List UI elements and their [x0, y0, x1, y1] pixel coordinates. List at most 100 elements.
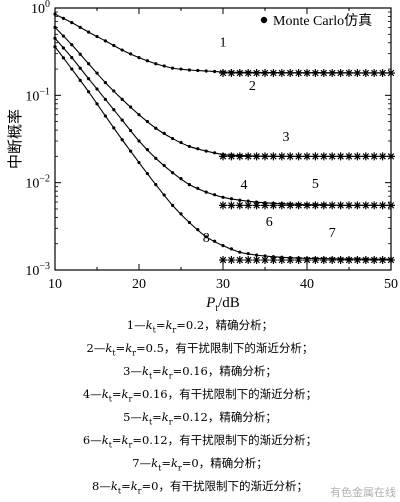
series-1-point	[213, 69, 217, 74]
series-3-point	[179, 140, 183, 145]
series-8-marker	[277, 256, 286, 265]
series-1-point	[154, 62, 158, 66]
series-8-marker	[361, 256, 370, 265]
series-4-marker	[336, 152, 345, 161]
series-7-point	[196, 228, 200, 232]
series-6-marker	[227, 201, 236, 210]
series-8-marker	[353, 256, 362, 265]
series-1-point	[204, 69, 208, 73]
series-7-point	[137, 160, 141, 165]
y-tick-label: 10−2	[25, 174, 50, 192]
series-4-marker	[277, 152, 286, 161]
series-7-point	[229, 247, 233, 251]
series-1-point	[61, 16, 65, 20]
series-8-marker	[378, 256, 387, 265]
series-4	[219, 152, 395, 161]
series-2-marker	[353, 69, 362, 78]
series-5-point	[137, 139, 141, 143]
series-3-point	[78, 52, 82, 56]
series-3-point	[145, 119, 149, 124]
series-6-marker	[261, 201, 269, 210]
series-4-marker	[361, 152, 370, 161]
series-6-marker	[269, 201, 278, 210]
series-6-marker	[328, 201, 337, 210]
series-5-point	[53, 36, 57, 40]
series-3-point	[196, 147, 200, 151]
y-tick-label: 10−3	[25, 261, 50, 279]
series-4-marker	[319, 152, 328, 161]
series-2-marker	[328, 69, 337, 78]
series-4-marker	[244, 152, 253, 161]
series-5-point	[145, 148, 149, 152]
series-5-point	[246, 199, 250, 203]
series-6-marker	[345, 201, 353, 210]
series-8-marker	[303, 256, 311, 265]
caption-line: 2—kt=kr=0.5，有干扰限制下的渐近分析；	[86, 341, 314, 358]
series-1-point	[53, 12, 57, 16]
series-7-point	[112, 126, 116, 130]
series-7-point	[221, 244, 225, 248]
curve-label: 7	[329, 226, 336, 241]
series-1-point	[196, 68, 200, 73]
series-8-marker	[219, 256, 227, 265]
series-8-marker	[227, 256, 236, 265]
series-2-marker	[286, 69, 295, 78]
series-4-marker	[378, 152, 387, 161]
series-6	[219, 201, 395, 210]
series-6-marker	[252, 201, 261, 210]
series-3-point	[120, 97, 124, 101]
series-7-point	[263, 254, 267, 258]
series-4-marker	[252, 152, 261, 161]
series-3-point	[187, 144, 191, 149]
series-7-point	[87, 90, 91, 94]
series-5-point	[112, 108, 116, 112]
series-5-point	[213, 193, 217, 197]
y-tick-label: 10−1	[25, 86, 50, 104]
curve-labels: 1 2 3 4 5 6 7 8	[203, 36, 336, 246]
series-5-point	[229, 197, 233, 201]
series-5-point	[129, 128, 133, 133]
series-1-point	[120, 48, 124, 52]
series-4-marker	[261, 152, 269, 161]
series-2	[219, 69, 395, 78]
curve-label: 6	[266, 215, 273, 230]
series-7-point	[246, 252, 250, 256]
series-2-marker	[244, 69, 253, 78]
axis-ticks: 10 20 30 40 50 100 10−1 10−2 10−3	[25, 0, 398, 292]
series-6-marker	[387, 201, 395, 210]
series-7-point	[213, 239, 217, 243]
series-1-point	[112, 43, 116, 48]
series-4-marker	[311, 152, 320, 161]
series-2-marker	[277, 69, 286, 78]
series-4-marker	[286, 152, 295, 161]
caption-line: 7—kt=kr=0，精确分析；	[132, 456, 268, 473]
series-6-marker	[336, 201, 345, 210]
curve-label: 8	[203, 231, 210, 246]
series-1-point	[171, 66, 175, 70]
series-1-point	[179, 67, 183, 71]
series-6-marker	[303, 201, 311, 210]
series-1-point	[95, 34, 99, 39]
series-8-marker	[311, 256, 320, 265]
series-3-point	[213, 151, 217, 155]
series-4-marker	[345, 152, 353, 161]
series-6-marker	[294, 201, 303, 210]
x-tick-label: 30	[216, 277, 230, 292]
series-1-point	[103, 39, 107, 43]
series-5-point	[78, 66, 82, 70]
series-3-point	[204, 149, 208, 153]
x-axis-label-text: Pt/dB	[205, 295, 240, 314]
caption-line: 5—kt=kr=0.12，精确分析；	[123, 410, 277, 427]
series-4-marker	[294, 152, 303, 161]
watermark: 有色金属在线	[330, 486, 396, 499]
caption-line: 4—kt=kr=0.16，有干扰限制下的渐近分析；	[82, 387, 318, 404]
series-2-marker	[294, 69, 303, 78]
series-5-point	[171, 171, 175, 175]
series-3-point	[137, 113, 141, 117]
curve-label: 1	[220, 36, 227, 51]
series-5-point	[61, 46, 65, 50]
series-2-marker	[319, 69, 328, 78]
series-1-point	[145, 59, 149, 63]
series-2-marker	[387, 69, 395, 78]
series-6-marker	[370, 201, 379, 210]
